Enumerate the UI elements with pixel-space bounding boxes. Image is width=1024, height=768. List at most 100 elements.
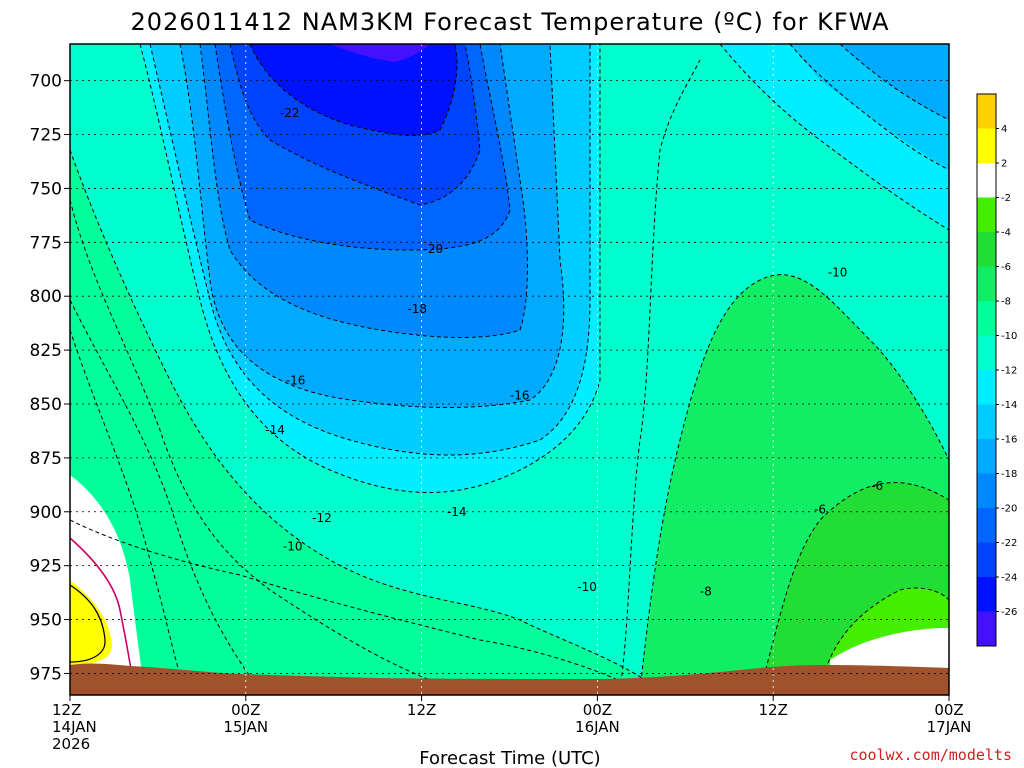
band-blue-5 bbox=[250, 44, 457, 136]
grid-lines bbox=[70, 44, 949, 695]
plot-area: -22 -20 -18 -16 -16 -14 -14 -12 -10 -10 -10 -8 -6 -6 bbox=[70, 44, 949, 695]
contour-labels: -22 -20 -18 -16 -16 -14 -14 -12 -10 -10 -10 -8 -6 -6 bbox=[265, 106, 883, 599]
colorbar-swatch bbox=[977, 439, 996, 474]
x-tick-label: 00Z bbox=[583, 701, 612, 719]
contour-label: -22 bbox=[280, 106, 300, 120]
colorbar-label: -20 bbox=[1001, 504, 1017, 515]
band-aqua bbox=[70, 150, 660, 695]
contour-label: -16 bbox=[286, 373, 306, 387]
colorbar-swatch bbox=[977, 370, 996, 405]
contour-line bbox=[149, 44, 591, 456]
contour-line bbox=[639, 274, 949, 691]
colorbar-swatch bbox=[977, 232, 996, 267]
contour-line bbox=[229, 44, 481, 206]
colorbar-swatch bbox=[977, 266, 996, 301]
y-tick-label: 950 bbox=[30, 611, 62, 631]
colorbar-swatch bbox=[977, 163, 996, 198]
contour-label: -6 bbox=[871, 479, 883, 493]
chart-title: 2026011412 NAM3KM Forecast Temperature (… bbox=[130, 8, 889, 36]
contour-label: -6 bbox=[814, 503, 826, 517]
x-tick-label: 14JAN bbox=[52, 718, 97, 736]
warm-contour bbox=[70, 584, 106, 663]
contour-lines bbox=[70, 44, 949, 695]
contour-line bbox=[789, 44, 949, 171]
colorbar-label: -8 bbox=[1001, 297, 1011, 308]
colorbar-label: -24 bbox=[1001, 573, 1017, 584]
x-tick-label: 17JAN bbox=[927, 718, 972, 736]
y-tick-label: 875 bbox=[30, 449, 62, 469]
colorbar-swatch bbox=[977, 611, 996, 646]
y-tick-label: 725 bbox=[30, 126, 62, 146]
band-warm-yellow bbox=[70, 580, 112, 665]
plot-frame bbox=[69, 43, 950, 696]
contour-line bbox=[759, 482, 949, 691]
colorbar-label: -12 bbox=[1001, 366, 1017, 377]
contour-line bbox=[70, 519, 641, 691]
colorbar-swatch bbox=[977, 473, 996, 508]
contour-line bbox=[70, 299, 261, 691]
colorbar-label: -26 bbox=[1001, 607, 1017, 618]
band-violet bbox=[330, 44, 430, 62]
contour-line bbox=[70, 149, 661, 691]
colorbar-swatch bbox=[977, 128, 996, 163]
colorbar-swatch bbox=[977, 301, 996, 336]
contour-line bbox=[249, 44, 458, 136]
colorbar-label: -14 bbox=[1001, 400, 1017, 411]
credit-text: coolwx.com/modelts bbox=[849, 746, 1012, 764]
y-tick-label: 775 bbox=[30, 233, 62, 253]
colorbar-swatch bbox=[977, 94, 996, 129]
x-tick-label: 00Z bbox=[934, 701, 963, 719]
contour-line bbox=[214, 44, 511, 251]
colorbar-label: -10 bbox=[1001, 331, 1017, 342]
colorbar-swatch bbox=[977, 197, 996, 232]
band-blue-east bbox=[840, 44, 949, 120]
contour-line bbox=[199, 44, 528, 338]
y-axis: 700 725 750 775 800 825 850 875 900 925 950 975 bbox=[30, 72, 70, 684]
colorbar-label: 4 bbox=[1001, 124, 1007, 135]
x-tick-label: 12Z bbox=[759, 701, 788, 719]
contour-line bbox=[839, 44, 949, 121]
contour-line bbox=[139, 44, 601, 493]
colorbar-swatch bbox=[977, 335, 996, 370]
colorbar-swatch bbox=[977, 577, 996, 612]
freezing-line bbox=[70, 537, 136, 695]
x-tick-label: 2026 bbox=[52, 735, 90, 753]
colorbar-swatch bbox=[977, 542, 996, 577]
contour-label: -8 bbox=[700, 585, 712, 599]
y-tick-label: 700 bbox=[30, 72, 62, 92]
y-tick-label: 750 bbox=[30, 179, 62, 199]
x-tick-label: 12Z bbox=[407, 701, 436, 719]
colorbar-swatch bbox=[977, 508, 996, 543]
contour-label: -10 bbox=[577, 580, 597, 594]
x-tick-label: 00Z bbox=[231, 701, 260, 719]
y-tick-label: 825 bbox=[30, 341, 62, 361]
y-tick-label: 850 bbox=[30, 395, 62, 415]
contour-line bbox=[179, 44, 565, 408]
colorbar-label: -22 bbox=[1001, 538, 1017, 549]
colorbar-label: -4 bbox=[1001, 228, 1011, 239]
x-tick-label: 15JAN bbox=[223, 718, 268, 736]
contour-label: -14 bbox=[447, 505, 467, 519]
y-tick-label: 975 bbox=[30, 664, 62, 684]
y-tick-label: 900 bbox=[30, 503, 62, 523]
contour-line bbox=[70, 199, 431, 681]
colorbar-swatch bbox=[977, 404, 996, 439]
contour-line bbox=[819, 587, 949, 691]
contour-label: -12 bbox=[312, 511, 332, 525]
contour-label: -10 bbox=[828, 265, 848, 279]
contour-label: -20 bbox=[424, 242, 444, 256]
colorbar-label: -6 bbox=[1001, 262, 1011, 273]
contour-label: -18 bbox=[407, 302, 427, 316]
x-axis-label: Forecast Time (UTC) bbox=[419, 748, 600, 768]
colorbar-label: -16 bbox=[1001, 435, 1017, 446]
colorbar-label: -2 bbox=[1001, 193, 1011, 204]
x-tick-label: 16JAN bbox=[575, 718, 620, 736]
y-tick-label: 925 bbox=[30, 557, 62, 577]
contour-label: -14 bbox=[265, 423, 285, 437]
contour-line bbox=[619, 59, 701, 691]
y-tick-label: 800 bbox=[30, 287, 62, 307]
ground-terrain bbox=[70, 663, 949, 695]
contour-line bbox=[719, 44, 949, 231]
